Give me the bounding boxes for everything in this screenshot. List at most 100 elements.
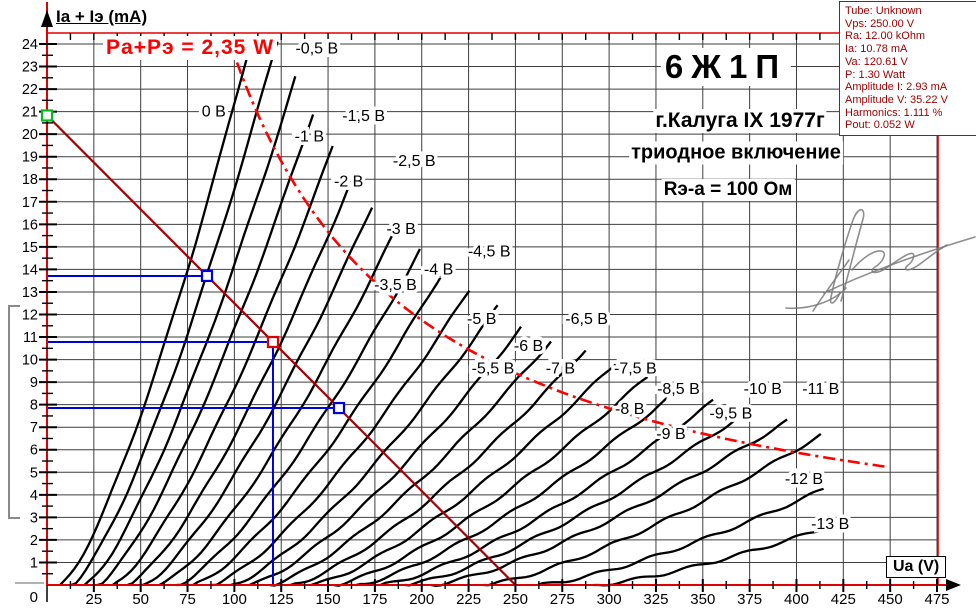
grid-voltage-label: -9,5 В [710, 406, 753, 423]
svg-text:100: 100 [222, 591, 247, 608]
anode-curve-vg--12 [537, 487, 824, 587]
anode-curve-vg--5 [211, 290, 471, 587]
grid-voltage-label: -3,5 В [374, 277, 417, 294]
operating-point-markers[interactable] [40, 109, 346, 415]
grid-voltage-label: -6,5 В [565, 311, 608, 328]
info-line: Amplitude I: 2.93 mA [845, 81, 948, 94]
power-dissipation-curve [227, 38, 889, 469]
svg-text:3: 3 [30, 510, 38, 526]
anode-curve-vg--0.5 [70, 41, 279, 587]
svg-text:-1,5 В: -1,5 В [342, 108, 385, 125]
svg-text:24: 24 [22, 37, 38, 53]
svg-text:350: 350 [690, 591, 715, 608]
svg-text:125: 125 [269, 591, 294, 608]
svg-text:475: 475 [924, 591, 949, 608]
grid-voltage-label: -7,5 В [614, 361, 657, 378]
svg-text:-2,5 В: -2,5 В [393, 153, 436, 170]
svg-text:6: 6 [30, 443, 38, 459]
info-line: Amplitude V: 35.22 V [845, 93, 948, 106]
svg-text:14: 14 [22, 262, 38, 278]
x-axis-title: Ua (V) [886, 556, 947, 578]
info-line: Vps: 250.00 V [845, 17, 915, 30]
anode-curve-vg--3 [142, 207, 374, 587]
grid-voltage-label: -5,5 В [472, 361, 515, 378]
measurement-info-panel: Tube: Unknown Vps: 250.00 V Ra: 12.00 kOhm… [839, 1, 976, 137]
svg-text:15: 15 [22, 240, 38, 256]
signature-watermark [785, 208, 976, 312]
grid-voltage-label: -2 В [334, 173, 363, 190]
svg-text:-11 В: -11 В [802, 381, 839, 398]
grid-voltage-label: 0 В [202, 104, 226, 121]
info-line: Ia: 10.78 mA [845, 43, 908, 56]
svg-text:-1 В: -1 В [295, 128, 324, 145]
svg-text:5: 5 [30, 465, 38, 481]
grid-voltage-label: -3 В [386, 221, 415, 238]
svg-text:-13 В: -13 В [811, 516, 849, 533]
svg-text:-10 В: -10 В [744, 381, 782, 398]
svg-text:325: 325 [643, 591, 668, 608]
grid-voltage-label: -1 В [295, 128, 324, 145]
svg-text:-3,5 В: -3,5 В [374, 277, 417, 294]
svg-text:18: 18 [22, 172, 38, 188]
info-line: P: 1.30 Watt [845, 68, 906, 81]
grid-voltage-label: -11 В [802, 381, 839, 398]
svg-text:375: 375 [737, 591, 762, 608]
grid-voltage-label: -12 В [785, 471, 823, 488]
svg-text:-12 В: -12 В [785, 471, 823, 488]
grid-voltage-label: -0,5 В [295, 41, 338, 58]
svg-text:-0,5 В: -0,5 В [295, 41, 338, 58]
grid-voltage-label: -6 В [514, 338, 543, 355]
grid-voltage-label: -4,5 В [468, 243, 511, 260]
svg-text:-7 В: -7 В [546, 361, 575, 378]
grid-voltage-label: -5 В [467, 311, 496, 328]
svg-text:-9 В: -9 В [656, 426, 685, 443]
anode-curve-vg--4 [176, 248, 421, 587]
anode-curve-vg--7 [290, 349, 587, 587]
quiescent-point-marker[interactable] [266, 335, 280, 349]
svg-text:0 В: 0 В [202, 104, 226, 121]
window-edge-fragment [8, 305, 20, 519]
swing-point-marker-upper[interactable] [200, 269, 214, 283]
anode-curve-vg--6.5 [269, 340, 552, 587]
svg-text:2: 2 [30, 533, 38, 549]
svg-text:200: 200 [409, 591, 434, 608]
info-line: Harmonics: 1.111 % [845, 106, 943, 119]
power-curve-label: Pa+Pэ = 2,35 W [103, 36, 278, 60]
swing-point-marker-lower[interactable] [332, 401, 346, 415]
load-line[interactable] [46, 114, 517, 586]
svg-text:21: 21 [22, 105, 38, 121]
svg-text:-8 В: -8 В [615, 401, 644, 418]
grid-voltage-label: -7 В [546, 361, 575, 378]
anode-curve-vg--1 [83, 75, 297, 586]
svg-text:-6 В: -6 В [514, 338, 543, 355]
measurement-lines [47, 274, 339, 585]
anode-curve-vg--1.5 [97, 114, 315, 587]
anode-curve-vg--8 [333, 376, 649, 587]
load-line-start-marker[interactable] [40, 109, 54, 122]
svg-text:12: 12 [22, 307, 38, 323]
anode-curve-vg--3.5 [158, 223, 400, 587]
svg-text:-5 В: -5 В [467, 311, 496, 328]
info-line: Ra: 12.00 kOhm [845, 30, 926, 43]
svg-text:300: 300 [597, 591, 622, 608]
svg-text:-4 В: -4 В [424, 261, 453, 278]
info-line: Tube: Unknown [845, 5, 922, 17]
svg-text:7: 7 [30, 420, 38, 436]
svg-text:275: 275 [550, 591, 575, 608]
svg-text:75: 75 [179, 591, 196, 608]
svg-text:425: 425 [831, 591, 856, 608]
svg-text:-7,5 В: -7,5 В [614, 361, 657, 378]
svg-text:-5,5 В: -5,5 В [472, 361, 515, 378]
grid-voltage-label: -2,5 В [393, 153, 436, 170]
info-line: Va: 120.61 V [845, 55, 908, 68]
grid-voltage-label: -9 В [656, 426, 685, 443]
grid-voltage-label: -1,5 В [342, 108, 385, 125]
svg-text:250: 250 [503, 591, 528, 608]
svg-text:-6,5 В: -6,5 В [565, 311, 608, 328]
anode-curve-vg--9 [380, 398, 714, 587]
svg-text:-9,5 В: -9,5 В [710, 406, 753, 423]
svg-text:175: 175 [362, 591, 387, 608]
svg-text:4: 4 [30, 488, 38, 504]
